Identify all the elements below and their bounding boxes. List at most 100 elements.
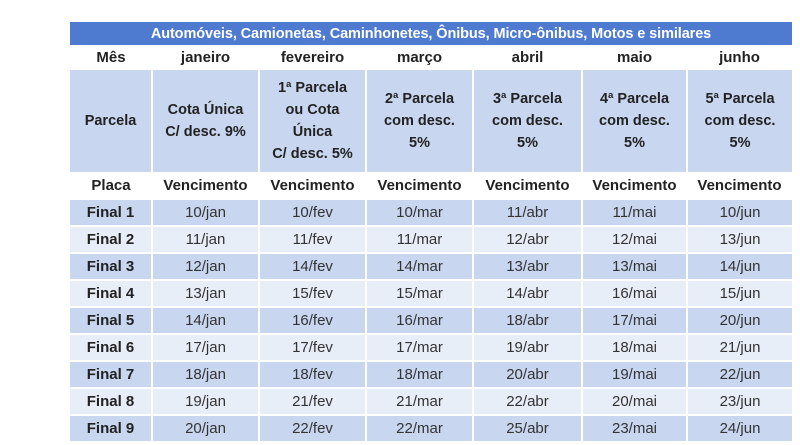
- parcel-header-line: 1ª Parcela: [277, 80, 348, 96]
- plate-cell: Final 4: [70, 279, 152, 307]
- parcel-header-line: 5%: [517, 135, 538, 151]
- due-date-cell: 20/mai: [581, 387, 687, 415]
- due-label: Vencimento: [485, 176, 570, 194]
- due-date-cell: 14/abr: [472, 279, 582, 307]
- due-date-cell: 14/jun: [686, 252, 792, 280]
- due-date-cell: 18/jan: [151, 360, 259, 388]
- due-label: Vencimento: [592, 176, 677, 194]
- due-date-cell: 13/abr: [472, 252, 582, 280]
- due-date-cell: 14/fev: [258, 252, 366, 280]
- due-date-cell: 11/abr: [472, 198, 582, 226]
- due-date-cell: 12/abr: [472, 225, 582, 253]
- due-date-cell: 18/mar: [365, 360, 473, 388]
- table-row: Final 7 18/jan 18/fev 18/mar 20/abr 19/mai 22/…: [70, 360, 792, 388]
- table-row: Final 1 10/jan 10/fev 10/mar 11/abr 11/mai 10/…: [70, 198, 792, 226]
- due-date-cell: 22/fev: [258, 414, 366, 441]
- parcel-header-line: C/ desc. 5%: [272, 146, 353, 162]
- due-label: Vencimento: [163, 176, 248, 194]
- month-header: março: [396, 49, 443, 66]
- table-title-row: Automóveis, Camionetas, Caminhonetes, Ôn…: [70, 22, 792, 45]
- month-row: Mês janeiro fevereiro março abril maio junho: [70, 45, 792, 70]
- due-date-cell: 19/jan: [151, 387, 259, 415]
- due-date-cell: 11/mai: [581, 198, 687, 226]
- plate-cell: Final 1: [70, 198, 152, 226]
- due-date-cell: 11/mar: [365, 225, 473, 253]
- parcel-header-line: 4ª Parcela: [599, 91, 670, 107]
- due-date-cell: 11/jan: [151, 225, 259, 253]
- table-row: Final 3 12/jan 14/fev 14/mar 13/abr 13/mai 14/…: [70, 252, 792, 280]
- due-date-cell: 25/abr: [472, 414, 582, 441]
- due-date-cell: 15/mar: [365, 279, 473, 307]
- table-row: Final 8 19/jan 21/fev 21/mar 22/abr 20/mai 23/…: [70, 387, 792, 415]
- plate-cell: Final 8: [70, 387, 152, 415]
- due-date-cell: 20/abr: [472, 360, 582, 388]
- parcel-header: 1ª Parcela ou Cota Única C/ desc. 5%: [258, 70, 366, 172]
- due-date-cell: 20/jun: [686, 306, 792, 334]
- due-date-cell: 22/mar: [365, 414, 473, 441]
- table-row: Final 2 11/jan 11/fev 11/mar 12/abr 12/mai 13/…: [70, 225, 792, 253]
- due-date-cell: 15/fev: [258, 279, 366, 307]
- schedule-table: Automóveis, Camionetas, Caminhonetes, Ôn…: [70, 22, 792, 441]
- month-header: abril: [511, 49, 544, 66]
- parcel-header-line: com desc.: [599, 113, 670, 129]
- due-date-cell: 20/jan: [151, 414, 259, 441]
- due-date-cell: 18/mai: [581, 333, 687, 361]
- parcel-header-line: ou Cota: [285, 102, 340, 118]
- plate-cell: Final 7: [70, 360, 152, 388]
- due-date-cell: 19/mai: [581, 360, 687, 388]
- due-label: Vencimento: [697, 176, 782, 194]
- parcel-header-line: 5%: [624, 135, 645, 151]
- due-date-cell: 12/jan: [151, 252, 259, 280]
- table-row: Final 6 17/jan 17/fev 17/mar 19/abr 18/mai 21/…: [70, 333, 792, 361]
- due-date-cell: 18/abr: [472, 306, 582, 334]
- due-date-cell: 13/mai: [581, 252, 687, 280]
- due-date-cell: 10/jan: [151, 198, 259, 226]
- parcel-header-line: 5%: [409, 135, 430, 151]
- due-date-cell: 10/fev: [258, 198, 366, 226]
- due-date-cell: 19/abr: [472, 333, 582, 361]
- parcel-label: Parcela: [70, 70, 152, 172]
- plate-cell: Final 9: [70, 414, 152, 441]
- due-date-cell: 12/mai: [581, 225, 687, 253]
- plate-cell: Final 3: [70, 252, 152, 280]
- due-label: Vencimento: [377, 176, 462, 194]
- due-date-cell: 17/mai: [581, 306, 687, 334]
- due-date-cell: 17/jan: [151, 333, 259, 361]
- parcel-header-line: 5ª Parcela: [705, 91, 775, 107]
- parcel-header: 4ª Parcela com desc. 5%: [581, 70, 687, 172]
- month-label: Mês: [96, 49, 126, 66]
- plate-cell: Final 6: [70, 333, 152, 361]
- due-date-cell: 23/mai: [581, 414, 687, 441]
- parcel-row: Parcela Cota Única C/ desc. 9% 1ª Parcela o…: [70, 70, 792, 172]
- ipva-schedule: Automóveis, Camionetas, Caminhonetes, Ôn…: [70, 22, 792, 441]
- due-date-cell: 11/fev: [258, 225, 366, 253]
- due-date-cell: 13/jun: [686, 225, 792, 253]
- due-label: Vencimento: [270, 176, 355, 194]
- due-date-cell: 21/fev: [258, 387, 366, 415]
- parcel-header-line: com desc.: [384, 113, 455, 129]
- due-date-cell: 16/mai: [581, 279, 687, 307]
- parcel-header: 2ª Parcela com desc. 5%: [365, 70, 473, 172]
- parcel-header-line: Única: [292, 124, 333, 140]
- plate-cell: Final 5: [70, 306, 152, 334]
- due-date-cell: 21/jun: [686, 333, 792, 361]
- due-date-cell: 17/fev: [258, 333, 366, 361]
- parcel-header-line: com desc.: [492, 113, 563, 129]
- plate-cell: Final 2: [70, 225, 152, 253]
- due-date-cell: 22/abr: [472, 387, 582, 415]
- parcel-header: 3ª Parcela com desc. 5%: [472, 70, 582, 172]
- due-date-cell: 16/fev: [258, 306, 366, 334]
- plate-label: Placa: [91, 176, 131, 194]
- month-header: fevereiro: [280, 49, 345, 66]
- due-date-cell: 14/mar: [365, 252, 473, 280]
- table-row: Final 5 14/jan 16/fev 16/mar 18/abr 17/mai 20/…: [70, 306, 792, 334]
- table-title: Automóveis, Camionetas, Caminhonetes, Ôn…: [70, 22, 792, 45]
- due-date-cell: 21/mar: [365, 387, 473, 415]
- month-header: maio: [616, 49, 652, 66]
- parcel-header: Cota Única C/ desc. 9%: [151, 70, 259, 172]
- month-header: junho: [719, 49, 760, 66]
- parcel-header-line: 5%: [729, 135, 751, 151]
- table-row: Final 9 20/jan 22/fev 22/mar 25/abr 23/mai 24/…: [70, 414, 792, 441]
- parcel-header-line: 2ª Parcela: [384, 91, 455, 107]
- due-date-cell: 23/jun: [686, 387, 792, 415]
